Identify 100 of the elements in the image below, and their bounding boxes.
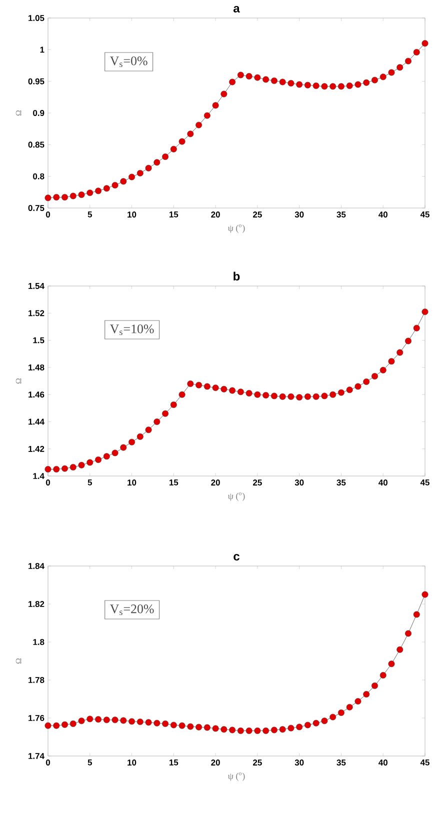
x-axis-title: ψ ($^{o}$): [228, 772, 245, 781]
point: [196, 122, 202, 128]
point: [162, 410, 169, 417]
chart-title: a: [234, 6, 240, 13]
x-tick-label: 30: [294, 760, 304, 766]
point: [312, 82, 320, 90]
point: [380, 74, 386, 80]
point: [338, 389, 344, 396]
chart-title: c: [234, 554, 240, 561]
point: [371, 373, 378, 380]
point: [262, 392, 270, 399]
point: [196, 724, 202, 730]
point: [170, 146, 177, 152]
x-tick-label: 30: [294, 480, 304, 486]
y-tick-label: 1.42: [28, 446, 44, 452]
y-tick-label: 1.82: [28, 601, 44, 608]
point: [330, 83, 336, 90]
point: [70, 464, 76, 470]
point: [262, 76, 270, 83]
x-tick-label: 5: [88, 760, 92, 766]
x-tick-label: 20: [211, 480, 220, 486]
point: [154, 159, 160, 166]
point: [296, 81, 303, 88]
point: [296, 724, 303, 730]
point: [296, 394, 303, 401]
y-tick-label: 1.52: [28, 310, 44, 316]
point: [330, 714, 336, 720]
chart-title: b: [234, 272, 240, 281]
point: [338, 83, 344, 90]
point: [95, 456, 102, 463]
y-tick-label: 1.44: [28, 418, 44, 425]
point: [371, 76, 378, 84]
point: [112, 182, 118, 188]
point: [237, 72, 244, 78]
point: [128, 438, 136, 446]
x-tick-label: 40: [378, 760, 388, 766]
point: [363, 691, 370, 698]
point: [112, 450, 118, 456]
point: [178, 391, 186, 398]
x-tick-label: 20: [211, 760, 220, 766]
point: [120, 717, 127, 724]
point: [162, 720, 169, 727]
point: [237, 727, 244, 734]
point: [78, 718, 85, 724]
point: [103, 453, 110, 460]
point: [53, 194, 60, 200]
point: [279, 393, 286, 400]
y-tick-label: 1: [40, 46, 44, 53]
x-tick-label: 30: [294, 212, 304, 218]
point: [380, 366, 386, 374]
x-tick-label: 10: [128, 760, 136, 766]
point: [246, 390, 252, 396]
point: [103, 185, 110, 192]
point: [262, 727, 270, 734]
y-tick-label: 1.46: [28, 392, 44, 398]
point: [95, 716, 102, 723]
x-tick-label: 0: [46, 760, 50, 766]
point: [229, 726, 236, 734]
point: [86, 190, 94, 196]
point: [330, 391, 336, 398]
point: [154, 720, 160, 726]
point: [396, 646, 404, 653]
point: [363, 378, 370, 385]
point: [70, 192, 76, 200]
point: [422, 308, 428, 316]
y-tick-label: 1.48: [28, 364, 44, 370]
point: [270, 77, 278, 84]
point: [388, 69, 395, 76]
y-tick-label: 1.8: [33, 639, 44, 646]
point: [136, 170, 144, 176]
point: [254, 727, 261, 734]
point: [304, 82, 311, 88]
point: [321, 392, 328, 400]
point: [103, 716, 110, 724]
y-tick-label: 0.75: [28, 205, 44, 211]
point: [128, 174, 136, 180]
point: [220, 90, 228, 98]
x-axis-title: ψ ($^{o}$): [228, 492, 245, 501]
point: [413, 324, 420, 332]
point: [212, 102, 219, 109]
point: [204, 724, 210, 731]
point: [254, 391, 261, 398]
point: [354, 81, 362, 88]
y-tick-label: 1.76: [28, 715, 44, 722]
point: [404, 630, 412, 637]
point: [288, 724, 294, 732]
point: [229, 78, 236, 86]
y-tick-label: 0.95: [28, 78, 44, 84]
annotation: V$_{s}$=20%: [110, 604, 154, 616]
point: [404, 338, 412, 344]
y-tick-label: 1.05: [28, 15, 44, 21]
y-tick-label: 0.8: [33, 173, 44, 180]
point: [196, 382, 202, 388]
point: [120, 178, 127, 185]
annotation: V$_{s}$=10%: [110, 324, 154, 336]
point: [62, 465, 68, 472]
point: [62, 194, 68, 200]
point: [145, 719, 152, 726]
point: [212, 384, 219, 392]
x-tick-label: 15: [169, 212, 178, 218]
